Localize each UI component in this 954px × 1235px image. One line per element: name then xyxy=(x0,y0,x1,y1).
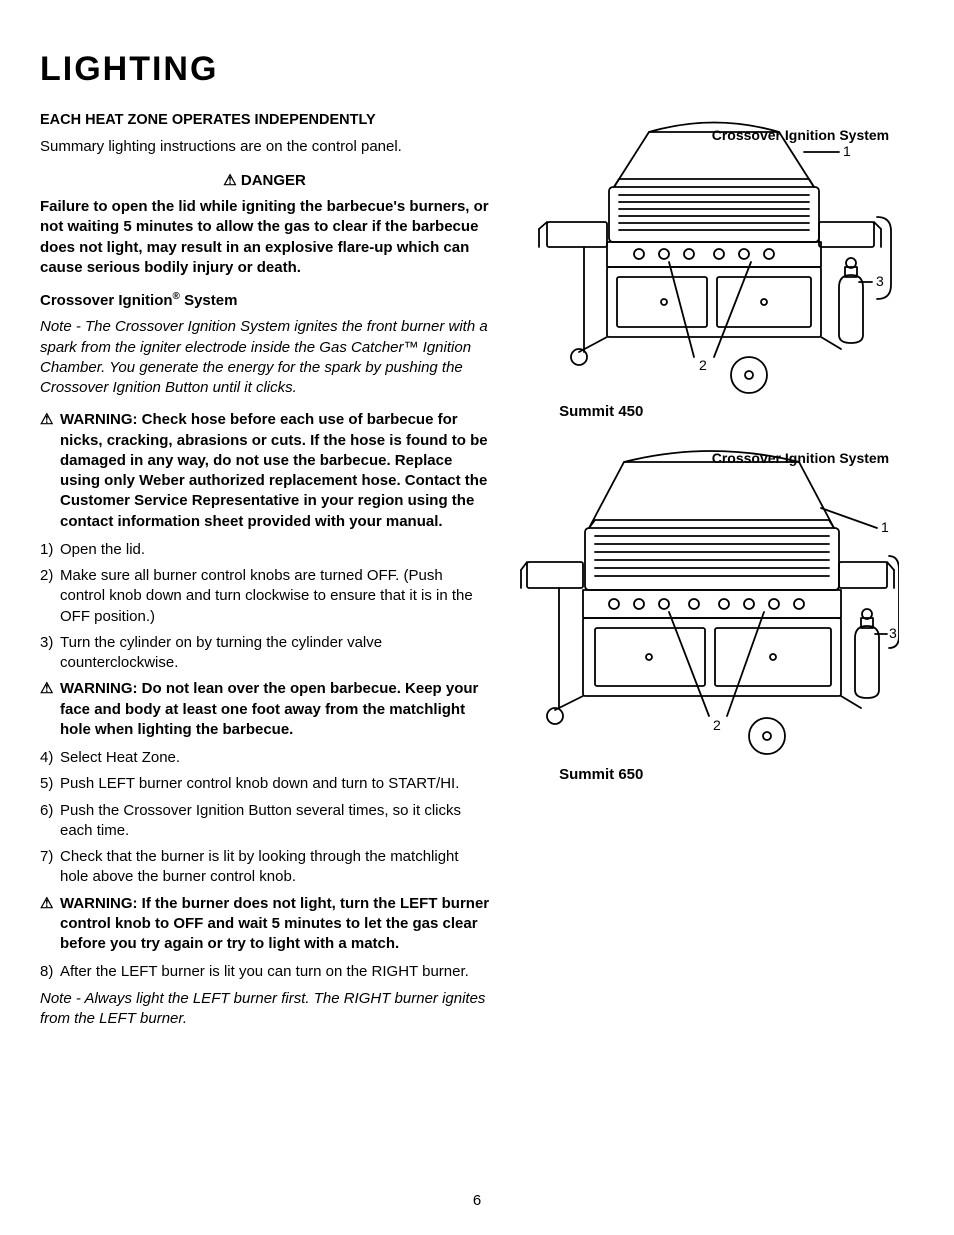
fig1-callout-2: 2 xyxy=(699,357,707,373)
note-1: Note - The Crossover Ignition System ign… xyxy=(40,317,489,398)
step-number: 6) xyxy=(40,801,60,842)
figure-2-top-label: Crossover Ignition System xyxy=(712,450,889,466)
intro-para: Summary lighting instructions are on the… xyxy=(40,137,489,157)
subhead: EACH HEAT ZONE OPERATES INDEPENDENTLY xyxy=(40,111,489,131)
left-column: EACH HEAT ZONE OPERATES INDEPENDENTLY Su… xyxy=(40,111,489,1041)
danger-body: Failure to open the lid while igniting t… xyxy=(40,197,489,278)
step: 5)Push LEFT burner control knob down and… xyxy=(40,774,489,794)
page-number: 6 xyxy=(0,1192,954,1209)
fig2-callout-2: 2 xyxy=(713,717,721,733)
figure-2: Crossover Ignition System xyxy=(519,440,899,783)
step: 8)After the LEFT burner is lit you can t… xyxy=(40,962,489,982)
system-heading: Crossover Ignition® System xyxy=(40,290,489,311)
danger-icon: ⚠ xyxy=(223,172,236,189)
step-number: 2) xyxy=(40,566,60,627)
sys-head-b: System xyxy=(180,292,238,309)
step-text: Push the Crossover Ignition Button sever… xyxy=(60,801,489,842)
step: 7)Check that the burner is lit by lookin… xyxy=(40,847,489,888)
step-number: 7) xyxy=(40,847,60,888)
step-number: 5) xyxy=(40,774,60,794)
fig1-callout-1: 1 xyxy=(843,143,851,159)
step-text: After the LEFT burner is lit you can tur… xyxy=(60,962,489,982)
step: 3)Turn the cylinder on by turning the cy… xyxy=(40,633,489,674)
warning-2-text: WARNING: Do not lean over the open barbe… xyxy=(60,679,489,740)
step: 1)Open the lid. xyxy=(40,540,489,560)
step: 6)Push the Crossover Ignition Button sev… xyxy=(40,801,489,842)
step-number: 1) xyxy=(40,540,60,560)
steps-c: 8)After the LEFT burner is lit you can t… xyxy=(40,962,489,982)
warning-3: ⚠ WARNING: If the burner does not light,… xyxy=(40,894,489,955)
warning-2: ⚠ WARNING: Do not lean over the open bar… xyxy=(40,679,489,740)
danger-heading: ⚠ DANGER xyxy=(40,171,489,191)
right-column: Crossover Ignition System xyxy=(519,111,914,1041)
step-text: Make sure all burner control knobs are t… xyxy=(60,566,489,627)
step-number: 8) xyxy=(40,962,60,982)
fig1-callout-3: 3 xyxy=(876,273,884,289)
page-title: LIGHTING xyxy=(40,50,914,89)
step-text: Select Heat Zone. xyxy=(60,748,489,768)
warning-1: ⚠ WARNING: Check hose before each use of… xyxy=(40,410,489,532)
note-2: Note - Always light the LEFT burner firs… xyxy=(40,989,489,1030)
reg-mark: ® xyxy=(173,291,180,302)
step-number: 4) xyxy=(40,748,60,768)
grill-illustration-2: 1 2 3 xyxy=(519,440,899,760)
figure-2-bottom-label: Summit 650 xyxy=(559,766,899,783)
steps-b: 4)Select Heat Zone.5)Push LEFT burner co… xyxy=(40,748,489,888)
warning-icon: ⚠ xyxy=(40,410,60,532)
danger-label: DANGER xyxy=(241,172,306,189)
warning-icon: ⚠ xyxy=(40,679,60,740)
step-text: Turn the cylinder on by turning the cyli… xyxy=(60,633,489,674)
step-text: Check that the burner is lit by looking … xyxy=(60,847,489,888)
warning-1-text: WARNING: Check hose before each use of b… xyxy=(60,410,489,532)
step-text: Open the lid. xyxy=(60,540,489,560)
content-columns: EACH HEAT ZONE OPERATES INDEPENDENTLY Su… xyxy=(40,111,914,1041)
warning-icon: ⚠ xyxy=(40,894,60,955)
figure-1-bottom-label: Summit 450 xyxy=(559,403,899,420)
step: 4)Select Heat Zone. xyxy=(40,748,489,768)
figure-1-top-label: Crossover Ignition System xyxy=(712,127,889,143)
step-number: 3) xyxy=(40,633,60,674)
fig2-callout-1: 1 xyxy=(881,519,889,535)
step: 2)Make sure all burner control knobs are… xyxy=(40,566,489,627)
grill-illustration-1: 1 2 3 xyxy=(519,117,899,397)
warning-3-text: WARNING: If the burner does not light, t… xyxy=(60,894,489,955)
steps-a: 1)Open the lid.2)Make sure all burner co… xyxy=(40,540,489,674)
fig2-callout-3: 3 xyxy=(889,625,897,641)
figure-1: Crossover Ignition System xyxy=(519,117,899,420)
step-text: Push LEFT burner control knob down and t… xyxy=(60,774,489,794)
sys-head-a: Crossover Ignition xyxy=(40,292,173,309)
